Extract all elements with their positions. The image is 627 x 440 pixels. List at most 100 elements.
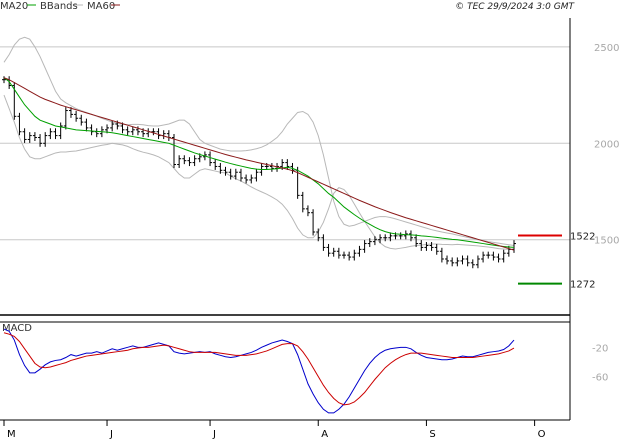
ohlc-bar — [68, 107, 73, 118]
ohlc-bar — [491, 251, 496, 261]
ohlc-bar — [326, 243, 331, 257]
ohlc-bar — [501, 249, 506, 263]
ohlc-bar — [305, 205, 310, 217]
ohlc-bar — [388, 232, 393, 242]
ohlc-bar — [424, 242, 429, 251]
bbands-lower-line — [3, 94, 514, 250]
ohlc-bar — [378, 234, 383, 244]
ohlc-bar — [182, 155, 187, 165]
x-tick-label: O — [538, 429, 546, 440]
ohlc-bar — [465, 255, 470, 267]
ohlc-bar — [187, 157, 192, 167]
ohlc-bar — [254, 168, 259, 182]
macd-y-tick-label: -20 — [592, 343, 608, 354]
ohlc-bar — [311, 209, 316, 236]
x-tick-label: J — [109, 429, 113, 440]
ohlc-bar — [408, 230, 413, 242]
ohlc-bar — [249, 174, 254, 184]
ohlc-bar — [218, 162, 223, 174]
ohlc-bar — [285, 159, 290, 170]
ohlc-bar — [367, 238, 372, 248]
ohlc-bar — [27, 132, 32, 143]
ohlc-bar — [53, 128, 58, 140]
y-tick-label: 1500 — [594, 236, 619, 247]
price-grid — [0, 46, 570, 241]
x-tick-label: M — [7, 429, 16, 440]
macd-y-tick-label: -60 — [592, 372, 608, 383]
ohlc-bar — [94, 128, 99, 138]
ohlc-bar — [434, 243, 439, 255]
ohlc-bar — [357, 245, 362, 257]
x-tick-label: A — [321, 429, 328, 440]
ohlc-bar — [192, 155, 197, 167]
ohlc-bar — [352, 249, 357, 261]
ohlc-bar — [450, 257, 455, 267]
ohlc-bar — [43, 132, 48, 147]
ma60-line — [3, 77, 515, 251]
x-tick-label: J — [212, 429, 216, 440]
ohlc-bar — [362, 240, 367, 253]
moving-averages — [3, 77, 515, 251]
ohlc-bar — [238, 168, 243, 182]
ohlc-bar — [244, 174, 249, 184]
level-label: 1522 — [570, 231, 595, 242]
ohlc-bar — [161, 130, 166, 140]
price-panel: 1522 1272 1500 2000 2500 — [0, 36, 619, 291]
ohlc-bars — [2, 76, 516, 269]
ohlc-bar — [470, 259, 475, 269]
ohlc-bar — [512, 240, 516, 253]
ohlc-bar — [17, 112, 22, 136]
ohlc-bar — [208, 151, 213, 167]
ohlc-bar — [223, 166, 228, 176]
ohlc-bar — [125, 126, 130, 136]
ohlc-bar — [460, 255, 465, 265]
ohlc-bar — [22, 128, 27, 143]
ohlc-bar — [48, 128, 53, 140]
ohlc-bar — [445, 255, 450, 265]
ohlc-bar — [7, 76, 12, 89]
legend-ma60: MA60 — [87, 1, 115, 12]
legend-ma20: MA20 — [0, 1, 28, 12]
x-tick-label: S — [429, 429, 435, 440]
ohlc-bar — [383, 234, 388, 242]
ohlc-bar — [2, 76, 6, 84]
macd-line — [3, 328, 515, 414]
ohlc-bar — [429, 242, 434, 251]
ohlc-bar — [177, 155, 182, 168]
ohlc-bar — [38, 134, 43, 147]
ohlc-bar — [233, 168, 238, 180]
ohlc-bar — [166, 130, 171, 141]
ohlc-bar — [336, 247, 341, 259]
ohlc-bar — [63, 107, 68, 130]
price-levels: 1522 1272 — [518, 231, 595, 291]
ohlc-bar — [439, 247, 444, 263]
bbands-upper-line — [3, 36, 515, 246]
macd-title: MACD — [2, 323, 32, 334]
ohlc-bar — [372, 236, 377, 246]
ohlc-bar — [151, 128, 156, 136]
ohlc-bar — [486, 251, 491, 259]
copyright: © TEC 29/9/2024 3:0 GMT — [455, 2, 575, 12]
y-tick-label: 2500 — [594, 43, 619, 54]
ohlc-bar — [228, 168, 233, 180]
ohlc-bar — [110, 120, 115, 132]
ohlc-bar — [481, 251, 486, 263]
legend: MA20 BBands MA60 — [0, 1, 120, 12]
ohlc-bar — [89, 124, 94, 136]
ma20-line — [3, 77, 515, 248]
ohlc-bar — [130, 126, 135, 136]
ohlc-bar — [58, 122, 63, 140]
ohlc-bar — [321, 234, 326, 251]
signal-line — [3, 332, 515, 406]
ohlc-bar — [120, 122, 125, 134]
ohlc-bar — [12, 82, 17, 120]
ohlc-bar — [496, 253, 501, 263]
level-label: 1272 — [570, 280, 595, 291]
ohlc-bar — [269, 162, 274, 172]
ohlc-bar — [146, 128, 151, 138]
price-y-axis: 1500 2000 2500 — [594, 43, 619, 247]
ohlc-bar — [79, 114, 84, 126]
macd-y-axis: -20 -60 — [592, 343, 608, 383]
